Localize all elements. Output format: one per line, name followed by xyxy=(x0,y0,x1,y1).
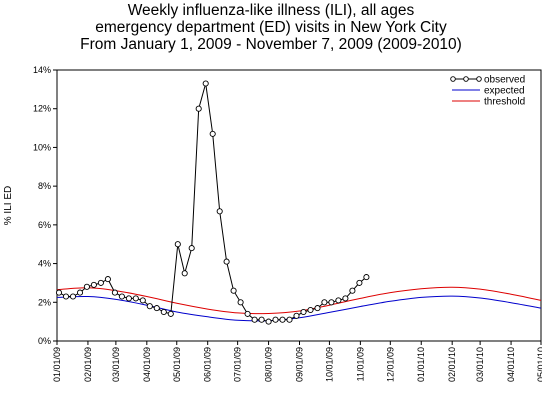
series-layer xyxy=(55,80,542,325)
data-point xyxy=(300,308,307,316)
series-line-observed xyxy=(58,83,367,323)
legend-item-expected: expected xyxy=(452,86,525,97)
data-point xyxy=(118,293,125,300)
y-tick-label: 8% xyxy=(38,181,51,191)
x-tick-label: 04/01/10 xyxy=(506,347,516,382)
data-point xyxy=(237,299,244,306)
x-tick-label: 05/01/10 xyxy=(536,347,542,382)
x-tick-label: 01/01/09 xyxy=(52,347,62,382)
data-point xyxy=(125,295,132,302)
x-tick-label: 04/01/09 xyxy=(142,347,152,382)
data-point xyxy=(188,245,195,252)
x-tick-label: 03/01/09 xyxy=(111,347,121,382)
x-tick-label: 12/01/09 xyxy=(385,347,395,382)
x-tick-label: 08/01/09 xyxy=(264,347,274,382)
data-point xyxy=(356,279,363,286)
data-point xyxy=(265,318,272,325)
x-tick-label: 02/01/10 xyxy=(447,347,457,382)
data-point xyxy=(83,283,90,290)
y-tick-label: 10% xyxy=(33,142,51,152)
data-point xyxy=(244,310,251,317)
legend-marker xyxy=(476,76,482,82)
data-point xyxy=(90,281,97,288)
series-observed xyxy=(55,80,370,325)
x-tick-label: 02/01/09 xyxy=(83,347,93,382)
data-point xyxy=(153,305,160,312)
y-axis: 0% 2% 4% 6% 8% 10% 12% 14% xyxy=(33,65,57,346)
data-point xyxy=(335,297,342,304)
data-point xyxy=(104,276,111,283)
data-point xyxy=(314,305,321,312)
data-point xyxy=(363,274,370,281)
x-tick-label: 10/01/09 xyxy=(324,347,334,382)
chart-title-line-2: emergency department (ED) visits in New … xyxy=(95,19,447,36)
legend-item-threshold: threshold xyxy=(452,97,525,108)
y-tick-label: 14% xyxy=(33,65,51,75)
legend-label: threshold xyxy=(484,97,525,108)
x-tick-label: 07/01/09 xyxy=(233,347,243,382)
data-point xyxy=(202,80,209,87)
data-point xyxy=(230,287,237,294)
data-point xyxy=(223,258,230,265)
data-point xyxy=(69,293,77,300)
x-tick-label: 01/01/10 xyxy=(416,347,426,382)
data-point xyxy=(321,299,328,306)
legend-item-observed: observed xyxy=(450,75,525,86)
data-point xyxy=(349,287,356,294)
data-point xyxy=(167,310,174,317)
legend-marker xyxy=(463,76,469,82)
data-point xyxy=(76,289,84,296)
chart-title-line-1: Weekly influenza-like illness (ILI), all… xyxy=(127,2,415,19)
data-point xyxy=(307,306,314,314)
data-point xyxy=(342,295,349,302)
series-expected xyxy=(56,295,542,322)
series-line-threshold xyxy=(56,286,542,315)
data-point xyxy=(272,316,279,323)
data-point xyxy=(146,303,153,310)
series-threshold xyxy=(56,286,542,315)
data-point xyxy=(62,293,70,300)
x-axis: 01/01/09 02/01/09 03/01/09 04/01/09 05/01/09… xyxy=(52,341,542,382)
series-line-expected xyxy=(56,295,542,322)
data-point xyxy=(139,297,146,304)
chart-title: Weekly influenza-like illness (ILI), all… xyxy=(0,2,542,53)
data-point xyxy=(286,316,293,323)
data-point xyxy=(174,241,181,248)
x-tick-label: 09/01/09 xyxy=(294,347,304,382)
data-point xyxy=(160,308,167,316)
x-tick-label: 05/01/09 xyxy=(172,347,182,382)
y-tick-label: 2% xyxy=(38,297,51,307)
data-point xyxy=(216,208,223,215)
legend-marker xyxy=(450,76,456,82)
data-point xyxy=(132,295,139,302)
chart-title-line-3: From January 1, 2009 - November 7, 2009 … xyxy=(80,36,462,53)
data-point xyxy=(328,299,335,306)
y-tick-label: 0% xyxy=(38,336,51,346)
data-point xyxy=(258,316,265,323)
x-tick-label: 11/01/09 xyxy=(355,347,365,381)
legend-label: observed xyxy=(484,75,525,86)
x-tick-label: 06/01/09 xyxy=(203,347,213,382)
data-point xyxy=(251,316,258,323)
legend-label: expected xyxy=(484,86,525,97)
data-point xyxy=(111,289,118,296)
data-point xyxy=(209,130,216,137)
y-tick-label: 6% xyxy=(38,220,51,230)
x-tick-label: 03/01/10 xyxy=(475,347,485,382)
y-tick-label: 12% xyxy=(33,104,51,114)
data-point xyxy=(279,316,286,323)
data-point xyxy=(293,312,300,319)
data-point xyxy=(97,279,104,286)
data-point xyxy=(195,105,202,112)
data-point xyxy=(55,289,63,296)
y-axis-title: % ILI ED xyxy=(3,186,14,225)
data-point xyxy=(181,270,188,277)
y-tick-label: 4% xyxy=(38,259,51,269)
